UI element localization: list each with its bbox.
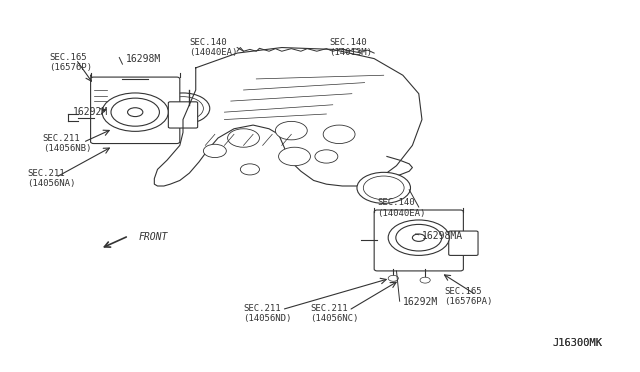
Text: 16292M: 16292M — [403, 297, 438, 307]
Circle shape — [241, 164, 259, 175]
Text: 16292M: 16292M — [73, 107, 108, 117]
Circle shape — [388, 220, 449, 256]
Circle shape — [323, 125, 355, 144]
Circle shape — [111, 98, 159, 126]
Text: SEC.211
(14056ND): SEC.211 (14056ND) — [244, 304, 292, 323]
Circle shape — [163, 97, 204, 120]
Circle shape — [357, 172, 410, 203]
Circle shape — [127, 108, 143, 116]
Circle shape — [278, 147, 310, 166]
Circle shape — [396, 224, 442, 251]
Text: J16300MK: J16300MK — [552, 338, 603, 348]
Text: SEC.165
(16576P): SEC.165 (16576P) — [49, 52, 92, 72]
Circle shape — [315, 150, 338, 163]
Text: SEC.140
(14013M): SEC.140 (14013M) — [330, 38, 372, 57]
Circle shape — [102, 93, 168, 131]
Text: J16300MK: J16300MK — [552, 338, 603, 348]
FancyBboxPatch shape — [91, 77, 180, 144]
Text: SEC.140
(14040EA): SEC.140 (14040EA) — [189, 38, 237, 57]
Text: 16298MA: 16298MA — [422, 231, 463, 241]
Circle shape — [228, 129, 259, 147]
Text: SEC.165
(16576PA): SEC.165 (16576PA) — [444, 287, 493, 307]
Circle shape — [364, 176, 404, 200]
Text: FRONT: FRONT — [138, 232, 168, 241]
Circle shape — [275, 121, 307, 140]
FancyBboxPatch shape — [449, 231, 478, 256]
Circle shape — [420, 277, 430, 283]
Text: SEC.211
(14056NA): SEC.211 (14056NA) — [27, 169, 76, 188]
Circle shape — [388, 275, 398, 281]
Circle shape — [156, 93, 210, 124]
Polygon shape — [154, 48, 422, 186]
Circle shape — [412, 234, 425, 241]
Text: SEC.140
(14040EA): SEC.140 (14040EA) — [378, 198, 426, 218]
Text: SEC.211
(14056NC): SEC.211 (14056NC) — [310, 304, 359, 323]
Text: 16298M: 16298M — [125, 54, 161, 64]
Circle shape — [204, 144, 227, 158]
FancyBboxPatch shape — [168, 102, 198, 128]
FancyBboxPatch shape — [374, 210, 463, 271]
Text: SEC.211
(14056NB): SEC.211 (14056NB) — [43, 134, 91, 153]
